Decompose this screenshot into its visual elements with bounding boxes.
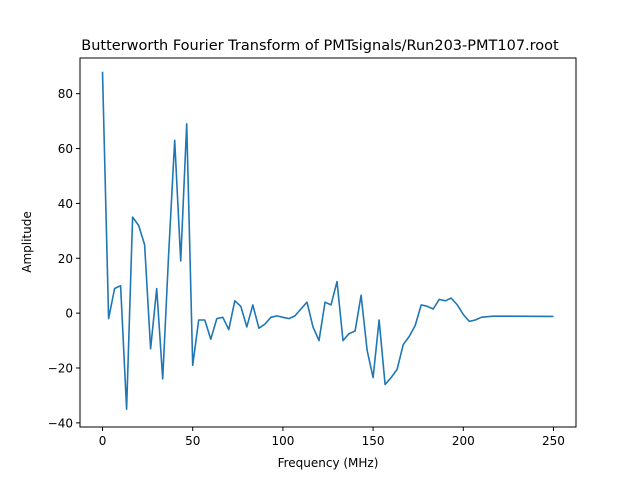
- y-tick-label: 0: [65, 307, 73, 321]
- y-axis-label: Amplitude: [20, 211, 34, 273]
- y-tick-label: 80: [58, 87, 73, 101]
- chart-title: Butterworth Fourier Transform of PMTsign…: [81, 38, 559, 54]
- x-tick-label: 250: [542, 434, 565, 448]
- x-tick-label: 0: [99, 434, 107, 448]
- ticks-layer: 0 50 100 150 200 250 −40 −20 0 20 40 60 80: [48, 87, 565, 448]
- x-tick-label: 200: [452, 434, 475, 448]
- y-tick-label: 40: [58, 197, 73, 211]
- y-tick-label: 60: [58, 142, 73, 156]
- x-axis-label: Frequency (MHz): [278, 456, 379, 470]
- x-tick-label: 50: [185, 434, 200, 448]
- x-tick-label: 100: [271, 434, 294, 448]
- y-tick-label: −40: [48, 416, 73, 430]
- y-tick-label: −20: [48, 362, 73, 376]
- y-tick-label: 20: [58, 252, 73, 266]
- x-tick-label: 150: [362, 434, 385, 448]
- series-line: [101, 71, 554, 411]
- plot-frame: [79, 57, 577, 428]
